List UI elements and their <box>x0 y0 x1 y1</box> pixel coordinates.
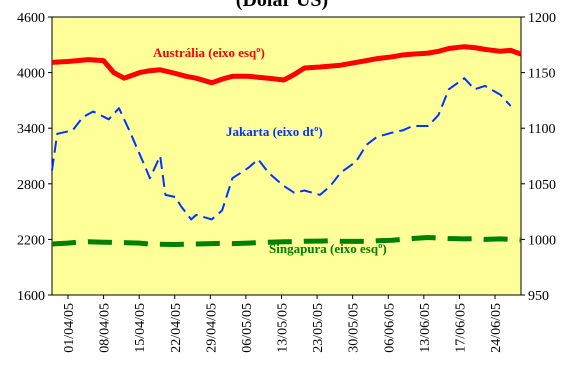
series-line-3 <box>51 235 522 247</box>
x-tick-label: 15/04/05 <box>133 303 148 353</box>
x-tick-label: 01/04/05 <box>62 303 77 353</box>
x-tick-label: 30/05/05 <box>347 303 362 353</box>
left-tick-label: 1600 <box>17 289 45 304</box>
x-tick-label: 13/05/05 <box>276 303 291 353</box>
x-tick-label: 17/06/05 <box>453 303 468 353</box>
right-tick-label: 1050 <box>528 178 556 193</box>
annotation-singapura: Singapura (eixo esqº) <box>269 241 387 256</box>
right-tick-label: 1100 <box>528 122 555 137</box>
x-tick-label: 24/06/05 <box>489 303 504 353</box>
x-axis: 01/04/05 08/04/05 15/04/05 22/04/05 29/04/05… <box>62 295 504 353</box>
right-tick-label: 1000 <box>528 233 556 248</box>
x-tick-label: 13/06/05 <box>418 303 433 353</box>
x-tick-label: 06/06/05 <box>382 303 397 353</box>
x-tick-label: 29/04/05 <box>204 303 219 353</box>
series-layer <box>51 44 522 247</box>
series-line-1 <box>51 44 522 86</box>
x-tick-label: 06/05/05 <box>240 303 255 353</box>
right-axis: 950 1000 1050 1100 1150 1200 <box>521 11 556 304</box>
right-tick-label: 950 <box>528 289 549 304</box>
left-tick-label: 2800 <box>17 178 45 193</box>
left-axis: 1600 2200 2800 3400 4000 4600 <box>17 11 52 304</box>
series-line-2 <box>51 77 512 221</box>
x-tick-label: 08/04/05 <box>98 303 113 353</box>
left-tick-label: 2200 <box>17 233 45 248</box>
right-tick-label: 1200 <box>528 11 556 26</box>
plot-area <box>51 16 522 296</box>
left-tick-label: 4000 <box>17 67 45 82</box>
x-tick-label: 23/05/05 <box>311 303 326 353</box>
annotation-australia: Austrália (eixo esqº) <box>153 45 265 60</box>
chart-title: (Dólar US) <box>236 0 328 11</box>
left-tick-label: 4600 <box>17 11 45 26</box>
left-tick-label: 3400 <box>17 122 45 137</box>
right-tick-label: 1150 <box>528 67 555 82</box>
x-tick-label: 22/04/05 <box>169 303 184 353</box>
annotation-jakarta: Jakarta (eixo dtº) <box>226 124 323 139</box>
